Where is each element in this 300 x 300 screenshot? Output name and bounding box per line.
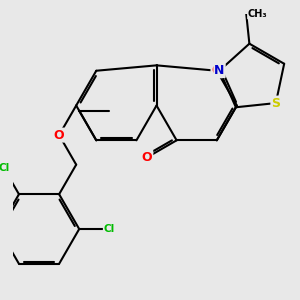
Text: O: O — [54, 129, 64, 142]
Text: S: S — [271, 97, 280, 110]
Text: Cl: Cl — [104, 224, 115, 234]
Text: CH₃: CH₃ — [248, 9, 267, 19]
Text: O: O — [212, 64, 222, 77]
Text: O: O — [142, 151, 152, 164]
Text: Cl: Cl — [0, 163, 10, 173]
Text: N: N — [214, 64, 225, 77]
